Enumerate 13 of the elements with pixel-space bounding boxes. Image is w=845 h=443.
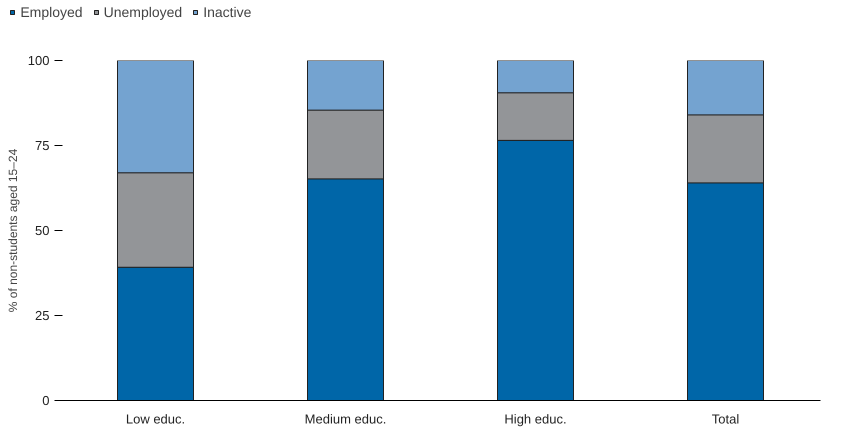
y-axis-title: % of non-students aged 15–24 <box>6 148 20 312</box>
y-tick-label: 0 <box>42 393 50 408</box>
legend-label: Employed <box>20 4 83 20</box>
y-tick-label: 50 <box>35 223 50 238</box>
y-tick-label: 25 <box>35 308 50 323</box>
x-tick-label: High educ. <box>504 412 567 426</box>
y-tick-label: 100 <box>28 53 50 68</box>
x-tick-label: Low educ. <box>126 412 186 426</box>
x-tick-label: Total <box>712 412 740 426</box>
x-tick-label: Medium educ. <box>304 412 386 426</box>
legend-label: Unemployed <box>104 4 182 20</box>
y-tick-label: 75 <box>35 138 50 153</box>
legend-label: Inactive <box>203 4 252 20</box>
